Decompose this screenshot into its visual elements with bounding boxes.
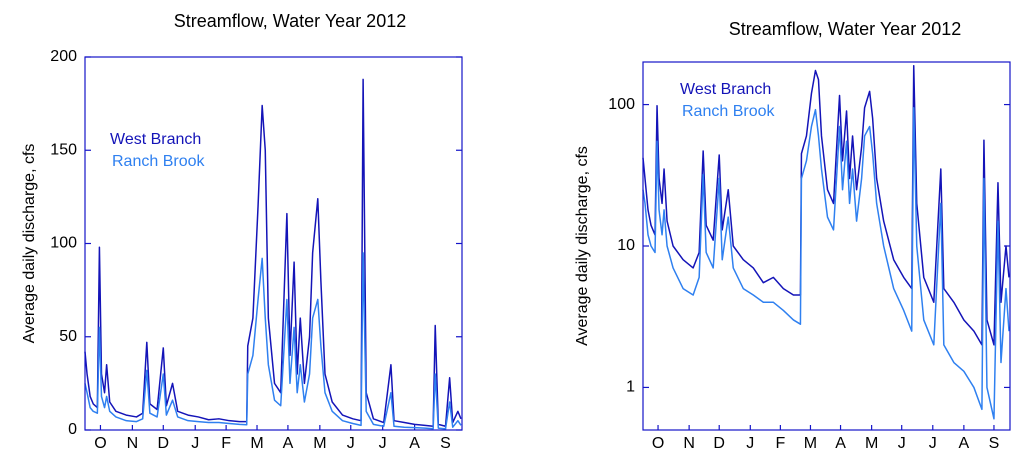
x-tick-label: A: [835, 435, 846, 452]
y-tick-label: 100: [608, 96, 635, 113]
x-tick-label: M: [313, 435, 326, 452]
chart-title: Streamflow, Water Year 2012: [174, 11, 406, 31]
y-tick-label: 200: [50, 48, 77, 65]
series-line: [84, 78, 462, 428]
y-tick-label: 50: [59, 328, 77, 345]
y-axis-label: Average daily discharge, cfs: [21, 144, 38, 344]
x-tick-label: J: [347, 435, 355, 452]
x-tick-label: D: [713, 435, 725, 452]
legend-entry: Ranch Brook: [112, 153, 205, 170]
legend-entry: Ranch Brook: [682, 103, 775, 120]
y-tick-label: 1: [626, 379, 635, 396]
x-tick-label: O: [94, 435, 106, 452]
x-tick-label: D: [158, 435, 170, 452]
legend-entry: West Branch: [680, 81, 771, 98]
chart-title: Streamflow, Water Year 2012: [729, 19, 961, 39]
x-tick-label: A: [959, 435, 970, 452]
series-line: [642, 65, 1010, 346]
legend-entry: West Branch: [110, 131, 201, 148]
y-tick-label: 150: [50, 141, 77, 158]
y-tick-label: 10: [617, 237, 635, 254]
y-tick-label: 100: [50, 235, 77, 252]
x-tick-label: S: [440, 435, 451, 452]
plot-frame: [84, 56, 463, 431]
x-tick-label: M: [250, 435, 263, 452]
x-tick-label: N: [127, 435, 139, 452]
series-line: [642, 106, 1010, 420]
series-line: [84, 252, 462, 430]
y-axis-label: Average daily discharge, cfs: [574, 146, 591, 346]
x-tick-label: J: [191, 435, 199, 452]
x-tick-label: J: [898, 435, 906, 452]
x-tick-label: F: [221, 435, 231, 452]
plot-frame: [642, 61, 1011, 431]
x-tick-label: J: [379, 435, 387, 452]
x-tick-label: S: [989, 435, 1000, 452]
x-tick-label: O: [652, 435, 664, 452]
x-tick-label: A: [283, 435, 294, 452]
x-tick-label: A: [409, 435, 420, 452]
x-tick-label: N: [683, 435, 695, 452]
y-tick-label: 0: [68, 421, 77, 438]
x-tick-label: M: [804, 435, 817, 452]
x-tick-label: M: [865, 435, 878, 452]
x-tick-label: J: [746, 435, 754, 452]
x-tick-label: F: [775, 435, 785, 452]
x-tick-label: J: [929, 435, 937, 452]
